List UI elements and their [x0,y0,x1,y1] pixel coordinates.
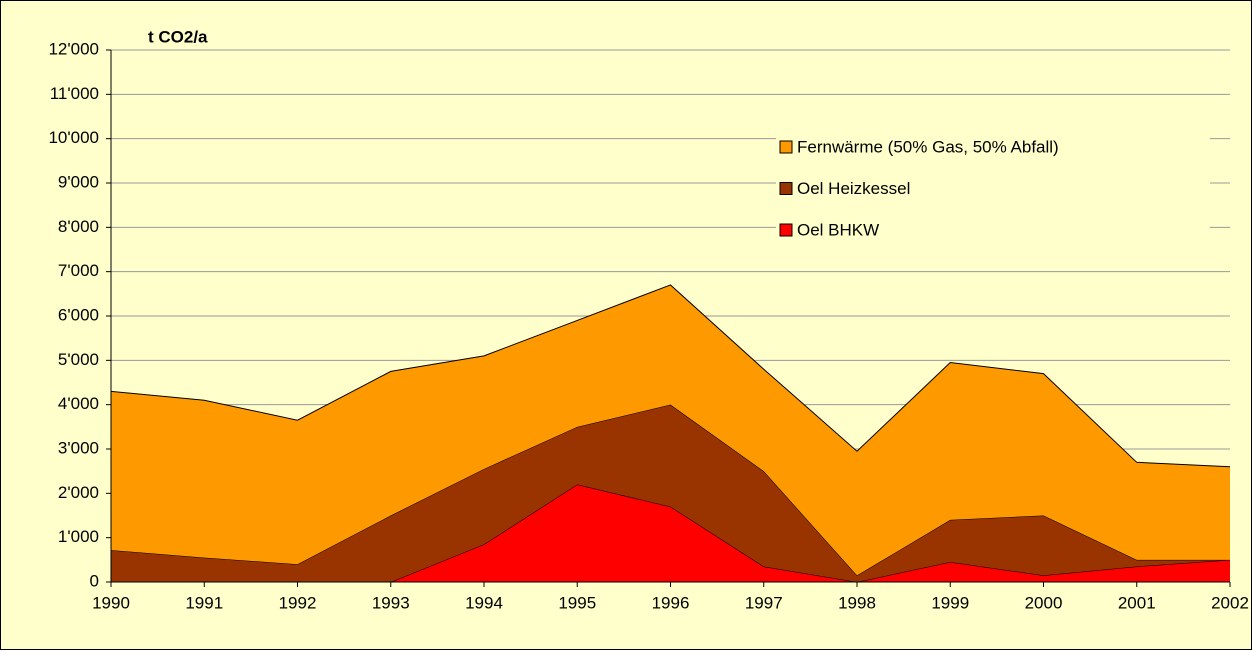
x-tick-label: 1998 [838,593,876,612]
y-tick-label: 7'000 [58,261,99,280]
y-tick-label: 0 [90,571,99,590]
y-tick-label: 12'000 [48,39,99,58]
area [111,284,1230,576]
x-tick-label: 1995 [558,593,596,612]
y-tick-label: 5'000 [58,350,99,369]
x-tick-label: 1990 [92,593,130,612]
x-tick-label: 1993 [372,593,410,612]
legend-background [776,127,1210,250]
y-tick-label: 11'000 [50,84,99,103]
x-tick-label: 1996 [652,593,690,612]
legend-label: Oel Heizkessel [797,179,910,198]
y-tick-label: 2'000 [58,483,99,502]
x-tick-label: 1994 [465,593,503,612]
legend-label: Oel BHKW [797,220,879,239]
legend-label: Fernwärme (50% Gas, 50% Abfall) [797,137,1059,156]
y-tick-label: 9'000 [58,172,99,191]
x-tick-label: 1991 [185,593,223,612]
x-tick-label: 2001 [1118,593,1156,612]
area [111,404,1230,582]
y-tick-label: 4'000 [58,394,99,413]
legend-swatch [779,182,793,195]
y-axis-title: t CO2/a [148,27,208,46]
x-tick-label: 1992 [279,593,317,612]
x-tick-label: 2000 [1025,593,1063,612]
y-tick-label: 6'000 [58,305,99,324]
legend-swatch [779,223,793,237]
y-tick-label: 3'000 [58,438,99,457]
area [111,484,1230,582]
x-tick-label: 2002 [1211,593,1249,612]
y-tick-label: 1'000 [58,527,99,546]
x-tick-label: 1997 [745,593,783,612]
x-tick-label: 1999 [931,593,969,612]
legend-swatch [779,140,793,154]
y-tick-label: 8'000 [58,217,99,236]
area-outline [110,284,1231,468]
y-tick-label: 10'000 [48,128,99,147]
